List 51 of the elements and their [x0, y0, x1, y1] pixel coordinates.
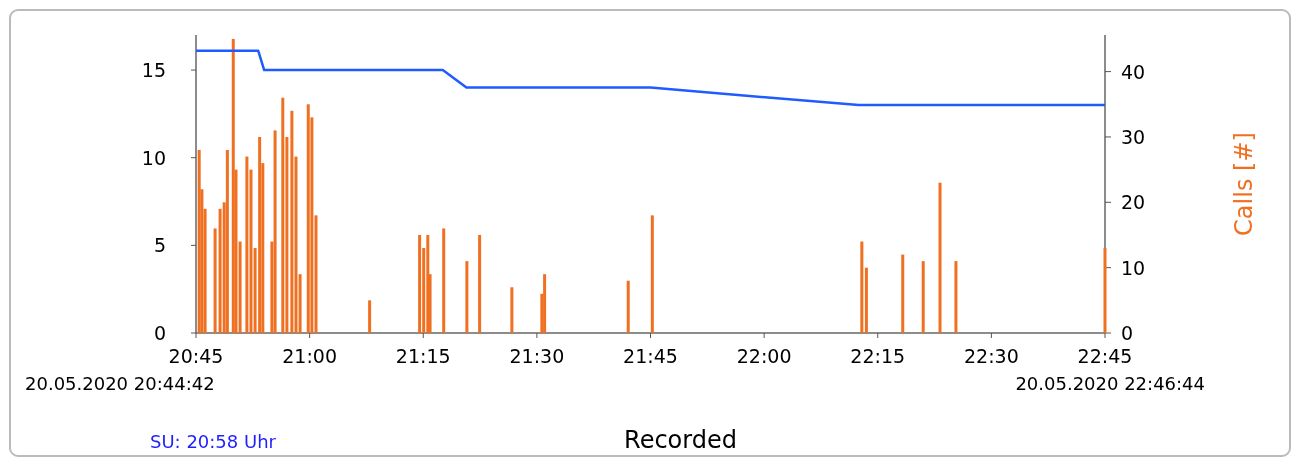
- y2-tick-label: 30: [1121, 125, 1146, 148]
- bar: [626, 280, 630, 333]
- bar: [418, 234, 422, 333]
- bar: [273, 130, 277, 333]
- y2-axis-title: Calls [#]: [1230, 132, 1258, 236]
- bar: [368, 300, 372, 333]
- bar: [938, 182, 942, 333]
- bar: [245, 156, 249, 333]
- x-tick-label: 21:30: [509, 345, 565, 367]
- x-tick-label: 20:45: [168, 345, 224, 367]
- y2-tick-label: 20: [1121, 191, 1146, 214]
- bar: [465, 261, 469, 333]
- bar: [860, 241, 864, 333]
- bar: [442, 228, 446, 333]
- bar: [864, 267, 868, 333]
- x-tick-label: 22:15: [850, 345, 906, 367]
- bar: [238, 241, 242, 333]
- bar: [901, 254, 905, 333]
- bar: [954, 261, 958, 333]
- y2-tick-label: 0: [1121, 322, 1134, 344]
- line-series: [194, 49, 1107, 107]
- y-tick-label: 0: [153, 322, 166, 344]
- bar: [298, 274, 302, 333]
- bar: [225, 150, 229, 333]
- y-tick-label: 10: [141, 146, 166, 169]
- bar: [213, 228, 217, 333]
- bar: [258, 136, 262, 333]
- x-axis-title: Recorded: [624, 426, 737, 454]
- text: 20.05.2020 22:46:44: [1015, 373, 1205, 394]
- x-tick-label: 22:00: [736, 345, 792, 367]
- bar: [543, 274, 547, 333]
- x-tick-label: 21:45: [623, 345, 678, 367]
- x-tick-label: 22:45: [1077, 345, 1133, 367]
- text: SU: 20:58 Uhr: [150, 431, 277, 452]
- bar: [510, 287, 514, 333]
- bar: [650, 215, 654, 333]
- x-tick-label: 21:15: [395, 345, 451, 367]
- y2-tick-label: 10: [1121, 256, 1146, 279]
- bar: [478, 234, 482, 333]
- bar: [426, 234, 430, 333]
- bar: [281, 97, 285, 333]
- y-tick-label: 5: [153, 234, 166, 257]
- text: 20.05.2020 20:44:42: [25, 373, 215, 394]
- bar: [290, 110, 294, 333]
- bar: [921, 261, 925, 333]
- y2-tick-label: 40: [1121, 60, 1146, 83]
- x-tick-label: 22:30: [963, 345, 1019, 367]
- y-tick-label: 15: [141, 59, 166, 82]
- bar: [1103, 248, 1107, 333]
- bar: [306, 104, 310, 333]
- x-tick-label: 21:00: [282, 345, 338, 367]
